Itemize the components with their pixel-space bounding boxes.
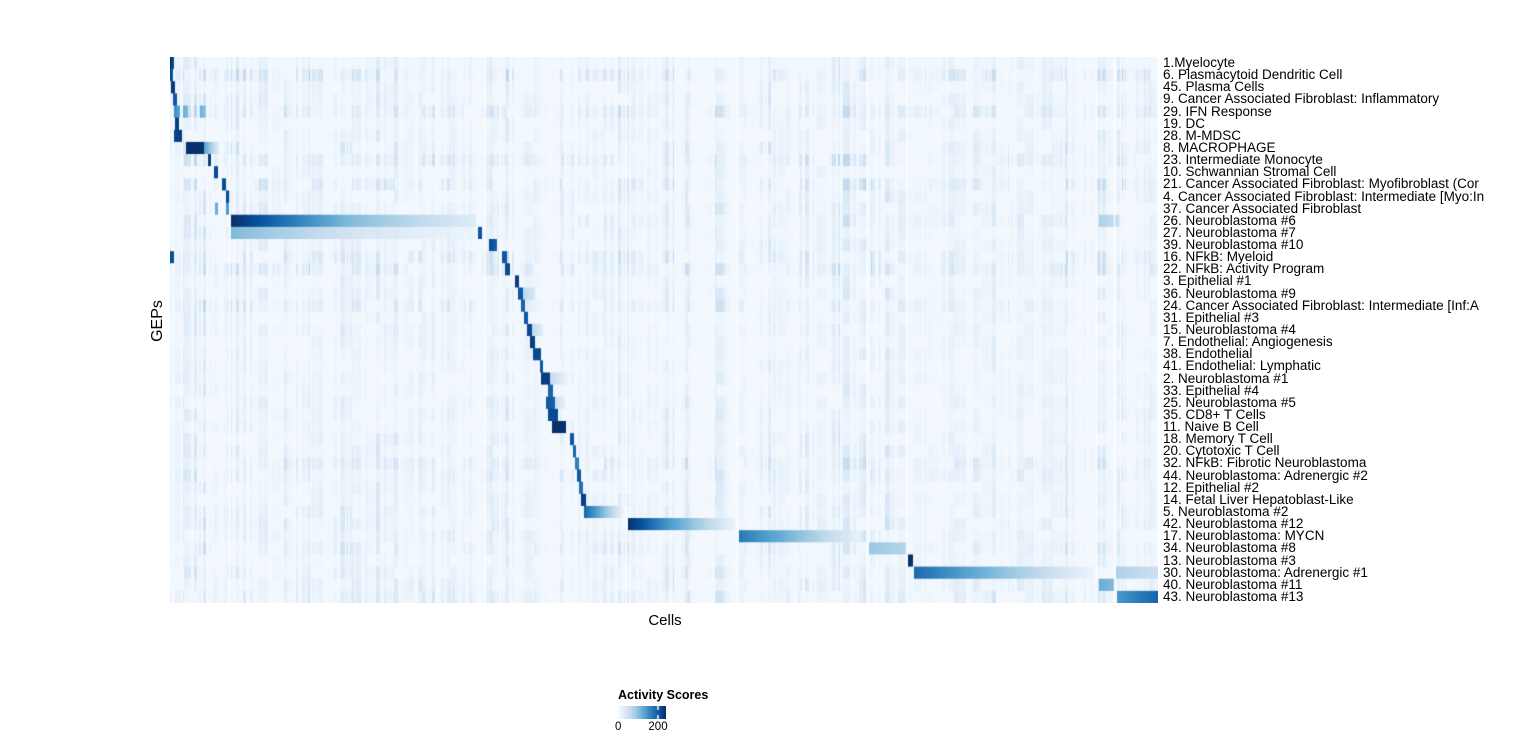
row-label: 17. Neuroblastoma: MYCN	[1163, 528, 1325, 544]
row-label: 2. Neuroblastoma #1	[1163, 370, 1289, 386]
row-label: 24. Cancer Associated Fibroblast: Interm…	[1163, 297, 1479, 313]
activity-scores-legend: Activity Scores 0 200	[615, 688, 709, 735]
heatmap-canvas	[170, 57, 1158, 603]
row-label: 6. Plasmacytoid Dendritic Cell	[1163, 67, 1343, 83]
row-label: 22. NFkB: Activity Program	[1163, 261, 1325, 277]
row-label: 43. Neuroblastoma #13	[1163, 588, 1304, 604]
row-label: 14. Fetal Liver Hepatoblast-Like	[1163, 491, 1354, 507]
legend-colorbar	[618, 706, 666, 719]
row-label: 10. Schwannian Stromal Cell	[1163, 164, 1337, 180]
row-label: 37. Cancer Associated Fibroblast	[1163, 200, 1362, 216]
row-label: 40. Neuroblastoma #11	[1163, 576, 1303, 592]
row-label: 32. NFkB: Fibrotic Neuroblastoma	[1163, 455, 1367, 471]
row-label: 29. IFN Response	[1163, 103, 1272, 119]
row-label: 1.Myelocyte	[1163, 55, 1236, 71]
row-label: 28. M-MDSC	[1163, 127, 1242, 143]
row-label: 26. Neuroblastoma #6	[1163, 212, 1296, 228]
row-label: 20. Cytotoxic T Cell	[1163, 443, 1280, 459]
row-label: 38. Endothelial	[1163, 346, 1253, 362]
row-label: 3. Epithelial #1	[1163, 273, 1252, 289]
row-label: 4. Cancer Associated Fibroblast: Interme…	[1163, 188, 1485, 204]
row-label: 31. Epithelial #3	[1163, 309, 1260, 325]
row-label: 21. Cancer Associated Fibroblast: Myofib…	[1163, 176, 1479, 192]
row-label: 42. Neuroblastoma #12	[1163, 516, 1304, 532]
row-label: 39. Neuroblastoma #10	[1163, 237, 1304, 253]
row-label: 30. Neuroblastoma: Adrenergic #1	[1163, 564, 1368, 580]
row-label: 19. DC	[1163, 115, 1206, 131]
x-axis-label: Cells	[648, 612, 682, 629]
row-label: 45. Plasma Cells	[1163, 79, 1265, 95]
row-label: 44. Neuroblastoma: Adrenergic #2	[1163, 467, 1368, 483]
row-label: 15. Neuroblastoma #4	[1163, 322, 1296, 337]
row-label: 34. Neuroblastoma #8	[1163, 540, 1296, 556]
y-axis-label: GEPs	[149, 300, 166, 342]
row-label: 5. Neuroblastoma #2	[1163, 504, 1289, 519]
legend-tick-labels: 0 200	[615, 721, 677, 735]
row-label: 8. MACROPHAGE	[1163, 140, 1276, 155]
row-label: 16. NFkB: Myeloid	[1163, 249, 1274, 265]
row-label: 12. Epithelial #2	[1163, 479, 1260, 495]
row-label: 33. Epithelial #4	[1163, 382, 1260, 398]
row-label: 13. Neuroblastoma #3	[1163, 552, 1296, 568]
row-label: 18. Memory T Cell	[1163, 431, 1273, 447]
row-label: 11. Naive B Cell	[1163, 419, 1259, 435]
legend-tick-0: 0	[615, 721, 622, 733]
legend-tick-200: 200	[648, 721, 668, 733]
row-label: 25. Neuroblastoma #5	[1163, 394, 1296, 410]
row-label: 27. Neuroblastoma #7	[1163, 224, 1296, 240]
row-label: 41. Endothelial: Lymphatic	[1163, 358, 1321, 374]
row-label: 35. CD8+ T Cells	[1163, 406, 1266, 422]
row-label: 9. Cancer Associated Fibroblast: Inflamm…	[1163, 91, 1440, 107]
legend-title: Activity Scores	[618, 688, 709, 702]
row-label: 7. Endothelial: Angiogenesis	[1163, 334, 1333, 350]
row-label: 36. Neuroblastoma #9	[1163, 285, 1296, 301]
row-label: 23. Intermediate Monocyte	[1163, 152, 1323, 168]
